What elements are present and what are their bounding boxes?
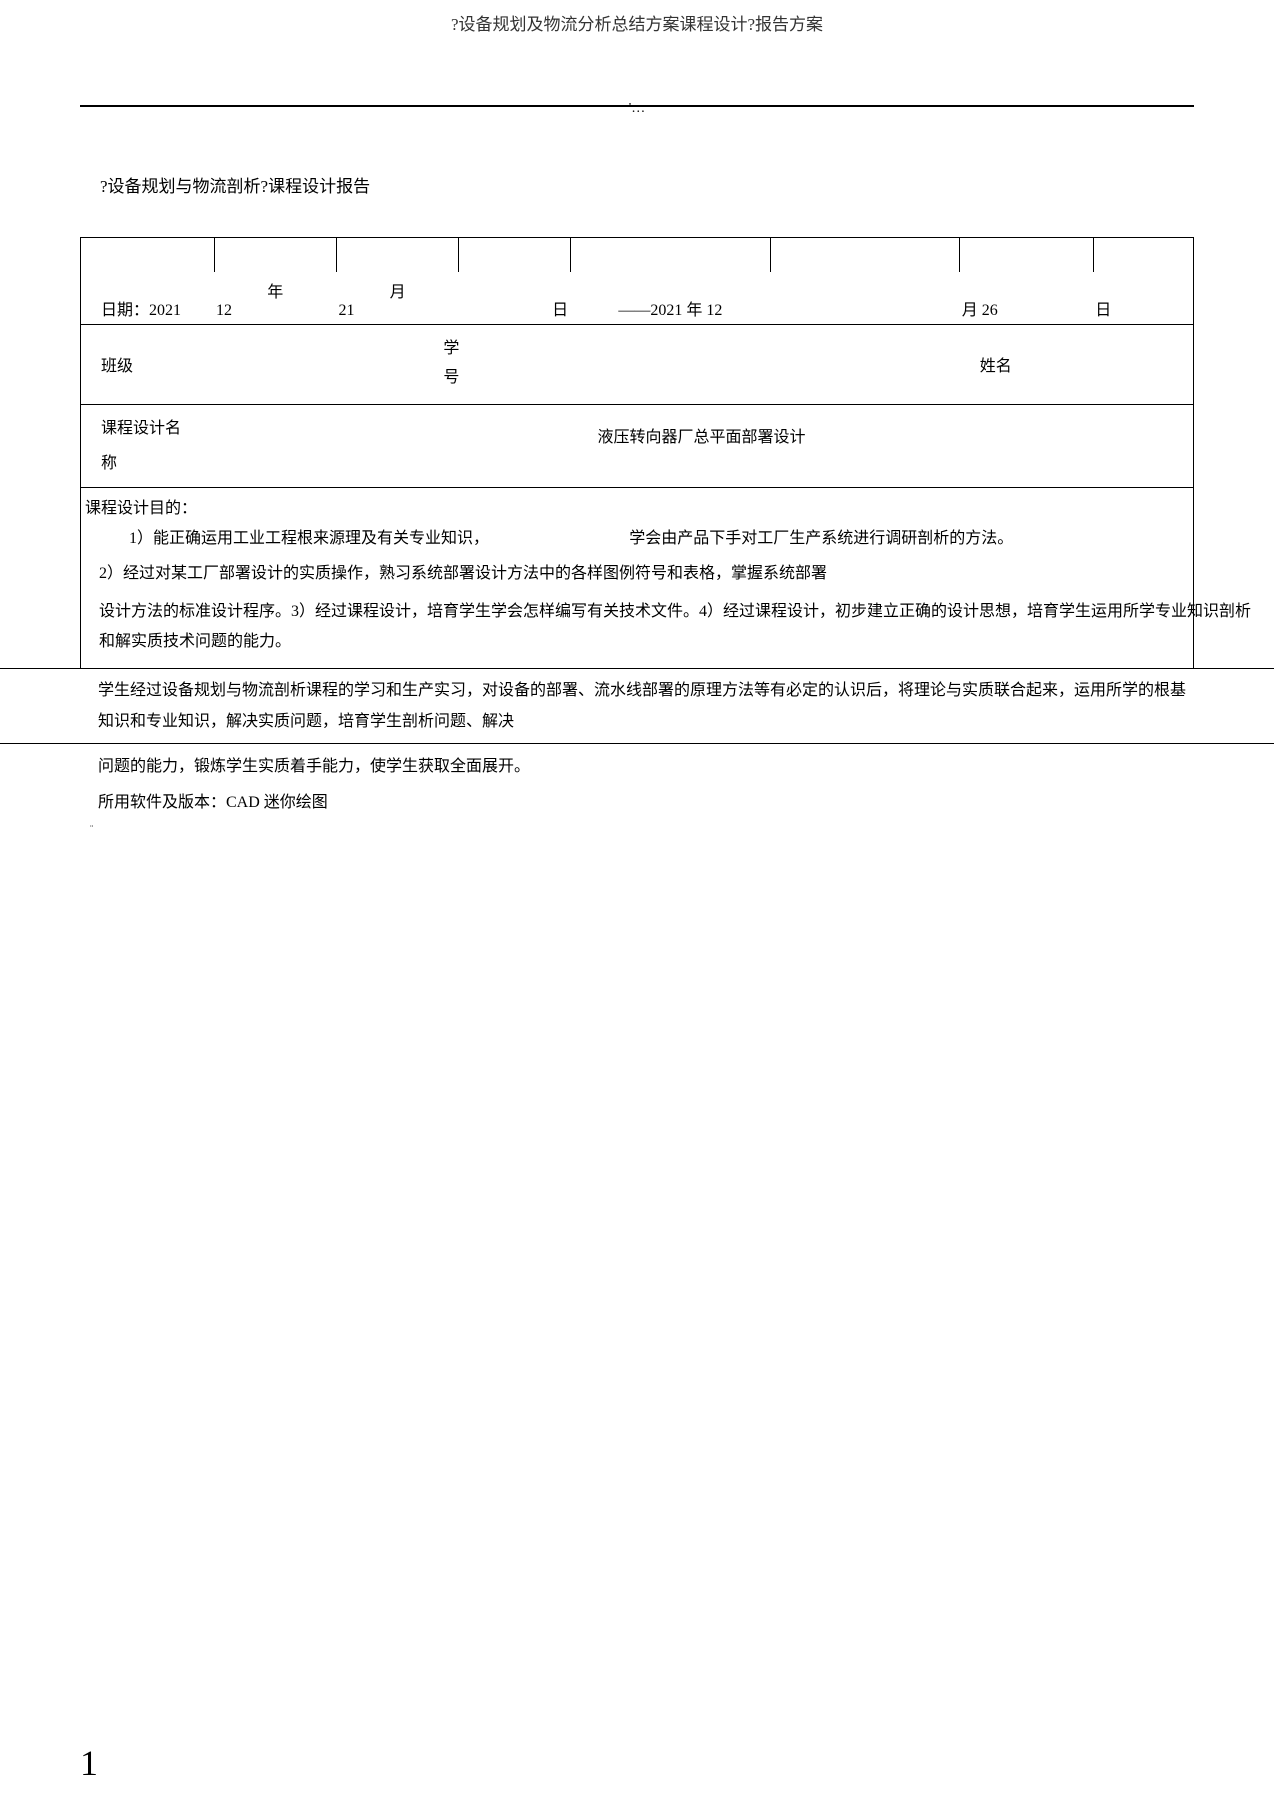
date-row: 日期：2021 年 12 月 21 日 ——2021 年 12 月 26 日 bbox=[81, 272, 1194, 325]
tiny-dots: ¨ bbox=[80, 824, 1194, 835]
end-month-day: 月 26 bbox=[962, 302, 998, 319]
day-value: 21 bbox=[338, 302, 354, 319]
objective-item-1: 1）能正确运用工业工程根来源理及有关专业知识， 学会由产品下手对工厂生产系统进行… bbox=[81, 524, 1193, 554]
page-number: 1 bbox=[80, 1742, 98, 1784]
end-day-unit: 日 bbox=[1095, 302, 1111, 319]
document-title: ?设备规划与物流剖析?课程设计报告 bbox=[100, 172, 1194, 197]
objectives-section: 课程设计目的： 1）能正确运用工业工程根来源理及有关专业知识， 学会由产品下手对… bbox=[80, 488, 1194, 669]
student-id-label: 学 号 bbox=[443, 335, 459, 393]
objective-item-2: 2）经过对某工厂部署设计的实质操作，熟习系统部署设计方法中的各样图例符号和表格，… bbox=[81, 555, 1193, 593]
name-label: 姓名 bbox=[980, 358, 1012, 375]
date-year-value: 2021 bbox=[149, 302, 181, 319]
class-label: 班级 bbox=[101, 358, 133, 375]
objective-1-left: 1）能正确运用工业工程根来源理及有关专业知识， bbox=[129, 524, 589, 554]
objectives-heading: 课程设计目的： bbox=[81, 494, 1193, 524]
design-name-row: 课程设计名 称 液压转向器厂总平面部署设计 bbox=[81, 404, 1194, 487]
page-header-title: ?设备规划及物流分析总结方案课程设计?报告方案 bbox=[80, 0, 1194, 35]
design-label-line1: 课程设计名 bbox=[101, 411, 210, 446]
tail-line: 问题的能力，锻炼学生实质着手能力，使学生获取全面展开。 bbox=[80, 744, 1194, 784]
header-empty-row bbox=[81, 238, 1194, 272]
month-unit: 月 bbox=[338, 278, 456, 302]
software-line: 所用软件及版本：CAD 迷你绘图 bbox=[80, 784, 1194, 816]
design-value: 液压转向器厂总平面部署设计 bbox=[598, 429, 806, 446]
date-sep-year: ——2021 年 12 bbox=[618, 302, 722, 319]
info-row: 班级 学 号 姓名 bbox=[81, 324, 1194, 404]
design-label-line2: 称 bbox=[101, 446, 210, 481]
month-value: 12 bbox=[216, 302, 232, 319]
day-unit: 日 bbox=[552, 302, 568, 319]
body-paragraph: 学生经过设备规划与物流剖析课程的学习和生产实习，对设备的部署、流水线部署的原理方… bbox=[0, 668, 1274, 744]
year-unit: 年 bbox=[216, 278, 334, 302]
date-label: 日期： bbox=[101, 302, 149, 319]
form-table: 日期：2021 年 12 月 21 日 ——2021 年 12 月 26 日 bbox=[80, 237, 1194, 488]
objective-1-right: 学会由产品下手对工厂生产系统进行调研剖析的方法。 bbox=[589, 524, 1175, 554]
header-dots: '… bbox=[80, 101, 1194, 117]
objective-item-3: 设计方法的标准设计程序。3）经过课程设计，培育学生学会怎样编写有关技术文件。4）… bbox=[1, 593, 1273, 662]
